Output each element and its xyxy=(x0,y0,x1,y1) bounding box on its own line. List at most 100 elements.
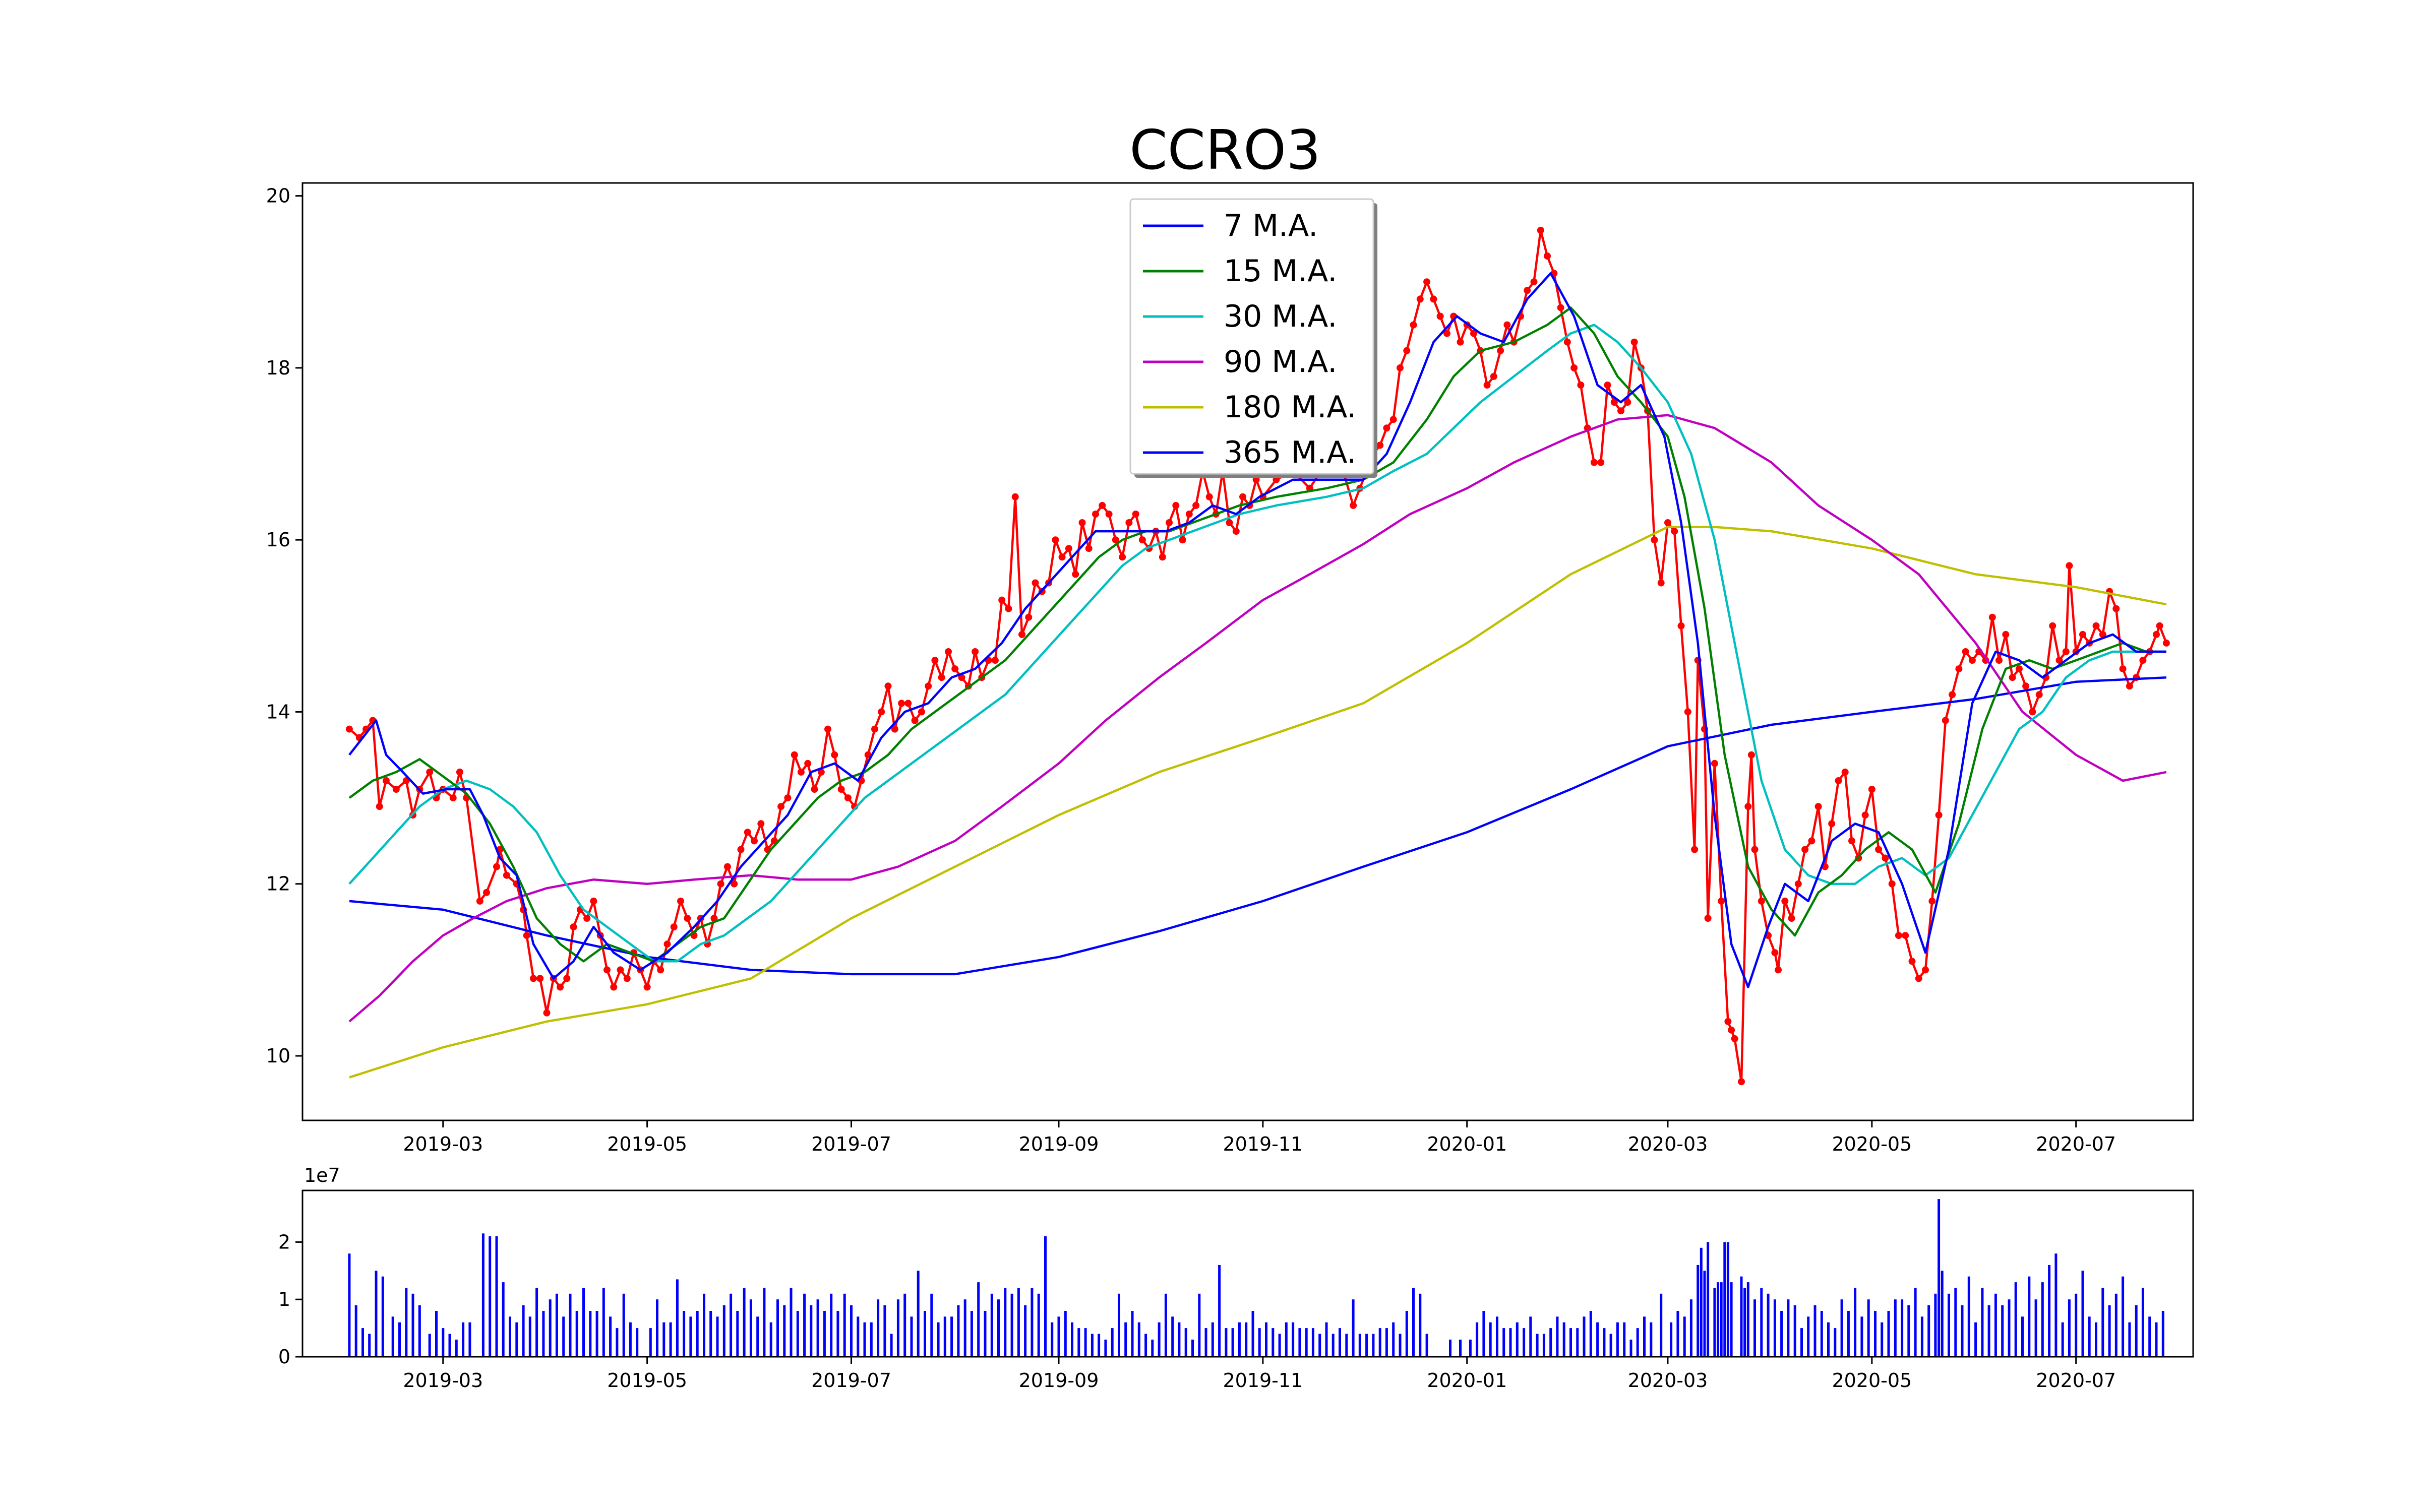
price-point xyxy=(610,983,618,991)
volume-bar xyxy=(1813,1305,1817,1357)
volume-bar xyxy=(515,1322,518,1357)
volume-bar xyxy=(542,1311,545,1357)
price-x-tick-label: 2020-03 xyxy=(1628,1133,1708,1155)
price-point xyxy=(1443,330,1450,337)
price-point xyxy=(530,975,537,982)
volume-bar xyxy=(1332,1334,1335,1357)
volume-bar xyxy=(2155,1322,2158,1357)
price-point xyxy=(1105,511,1113,518)
volume-bar xyxy=(535,1288,538,1357)
price-point xyxy=(871,725,878,733)
legend-label-90-m-a-: 90 M.A. xyxy=(1224,344,1337,380)
price-point xyxy=(536,975,544,982)
volume-bar xyxy=(555,1293,558,1357)
price-point xyxy=(1935,811,1943,819)
volume-bar xyxy=(1265,1322,1267,1357)
price-point xyxy=(617,966,624,974)
volume-bar xyxy=(1004,1288,1007,1357)
volume-bar xyxy=(1780,1311,1783,1357)
legend: 7 M.A. 15 M.A. 30 M.A. 90 M.A. 180 M.A. 365 M… xyxy=(1129,198,1377,478)
volume-bar xyxy=(2128,1322,2131,1357)
volume-bar xyxy=(1158,1322,1161,1357)
volume-bar xyxy=(1104,1339,1107,1357)
volume-bar xyxy=(1987,1305,1990,1357)
volume-bar xyxy=(1720,1282,1723,1357)
price-point xyxy=(2153,631,2160,638)
volume-bar xyxy=(455,1339,458,1357)
price-point xyxy=(1052,536,1059,544)
price-point xyxy=(958,674,965,681)
price-point xyxy=(1651,536,1658,544)
volume-bar xyxy=(669,1322,672,1357)
volume-bar xyxy=(656,1299,658,1357)
price-x-tick-label: 2020-01 xyxy=(1427,1133,1507,1155)
volume-x-tick-label: 2020-03 xyxy=(1628,1369,1708,1392)
price-point xyxy=(2015,665,2023,673)
volume-bar xyxy=(616,1328,619,1357)
price-point xyxy=(1018,631,1025,638)
price-point xyxy=(1192,501,1200,509)
legend-label-30-m-a-: 30 M.A. xyxy=(1224,299,1337,334)
price-point xyxy=(1483,382,1491,389)
price-point xyxy=(2055,657,2063,664)
volume-bar xyxy=(1569,1328,1572,1357)
volume-bar xyxy=(1419,1293,1422,1357)
price-point xyxy=(1172,501,1180,509)
volume-bar xyxy=(1589,1311,1592,1357)
volume-bar xyxy=(2141,1288,2144,1357)
price-point xyxy=(1376,442,1384,449)
volume-bar xyxy=(1077,1328,1080,1357)
price-point xyxy=(483,889,490,896)
price-point xyxy=(1915,975,1922,982)
price-point xyxy=(797,768,805,776)
volume-bar xyxy=(2054,1253,2058,1357)
volume-bar xyxy=(2108,1305,2111,1357)
price-point xyxy=(1570,364,1578,371)
volume-bar xyxy=(963,1299,966,1357)
volume-bar xyxy=(1044,1236,1047,1357)
volume-bar xyxy=(1031,1288,1034,1357)
volume-bar xyxy=(1697,1265,1700,1357)
price-point xyxy=(1922,966,1929,974)
price-point xyxy=(1988,613,1996,621)
price-point xyxy=(1597,459,1605,466)
price-point xyxy=(1814,803,1822,810)
volume-bar xyxy=(575,1311,578,1357)
volume-bar xyxy=(1131,1311,1134,1357)
volume-bar xyxy=(582,1288,585,1357)
volume-y-tick-label: 2 xyxy=(278,1231,290,1253)
volume-bar xyxy=(609,1316,612,1357)
price-x-tick-label: 2019-07 xyxy=(811,1133,891,1155)
volume-bar xyxy=(1609,1334,1612,1357)
price-point xyxy=(1728,1026,1735,1034)
price-point xyxy=(1902,932,1909,939)
price-point xyxy=(1775,966,1782,974)
price-point xyxy=(945,648,952,655)
volume-bar xyxy=(1285,1322,1288,1357)
volume-bar xyxy=(435,1311,438,1357)
volume-bar xyxy=(2048,1265,2051,1357)
volume-bar xyxy=(1773,1299,1776,1357)
price-point xyxy=(2049,622,2056,629)
price-point xyxy=(1691,846,1699,853)
volume-bar xyxy=(1405,1311,1408,1357)
price-point xyxy=(1557,304,1564,311)
price-y-tick-label: 16 xyxy=(266,529,290,551)
price-point xyxy=(2126,682,2133,690)
price-point xyxy=(751,837,758,845)
volume-bar xyxy=(924,1311,926,1357)
price-point xyxy=(1861,811,1869,819)
price-point xyxy=(1781,897,1789,905)
price-point xyxy=(2156,622,2163,629)
volume-axes-frame xyxy=(301,1189,2194,1358)
price-point xyxy=(1888,880,1896,888)
volume-bar xyxy=(696,1311,699,1357)
volume-bar xyxy=(1057,1316,1060,1357)
price-point xyxy=(1544,253,1551,260)
volume-bar xyxy=(1800,1328,1803,1357)
price-point xyxy=(523,932,530,939)
price-point xyxy=(1617,407,1624,415)
volume-bar xyxy=(1091,1334,1094,1357)
volume-bar xyxy=(1529,1316,1532,1357)
price-y-axis: 10 12 14 16 18 20 xyxy=(266,185,302,1067)
